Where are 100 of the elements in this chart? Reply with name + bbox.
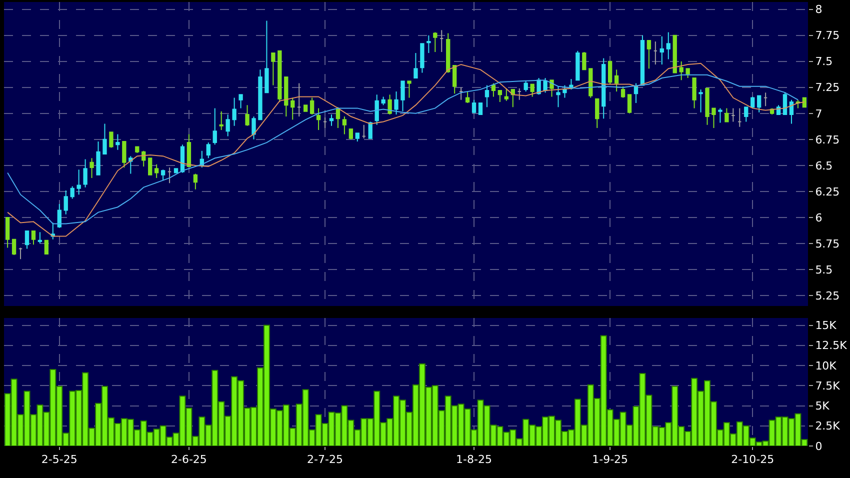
candlestick <box>264 20 269 94</box>
candlestick <box>458 86 464 100</box>
candlestick <box>128 156 133 174</box>
candlestick <box>660 36 664 65</box>
candlestick <box>76 169 81 196</box>
candlestick <box>614 69 619 92</box>
y-tick-label: 5.5 <box>815 263 833 276</box>
candlestick <box>576 50 580 81</box>
candlestick <box>5 217 10 248</box>
candlestick <box>400 80 405 112</box>
x-tick-label: 2-10-25 <box>731 453 774 466</box>
candlestick <box>705 88 710 126</box>
candlestick <box>31 230 36 246</box>
y-tick-label: 7.5K <box>815 379 841 392</box>
candlestick <box>550 80 554 98</box>
candlestick <box>556 86 560 108</box>
candlestick <box>167 167 172 184</box>
y-tick-label: 10K <box>815 359 838 372</box>
candlestick <box>252 116 256 140</box>
candlestick <box>219 110 224 131</box>
candlestick <box>245 104 250 126</box>
x-tick-label: 2-6-25 <box>171 453 207 466</box>
candlestick <box>582 51 586 70</box>
candlestick <box>160 169 166 181</box>
y-tick-label: 5.25 <box>815 289 840 302</box>
candlestick <box>698 88 703 113</box>
candlestick <box>142 150 146 167</box>
candlestick <box>148 158 152 176</box>
candlestick <box>620 86 626 98</box>
candlestick <box>627 94 632 114</box>
candlestick <box>24 230 30 250</box>
candlestick <box>731 108 736 122</box>
x-tick-label: 2-5-25 <box>41 453 78 466</box>
candlestick <box>206 142 210 159</box>
candlestick <box>407 80 412 98</box>
y-tick-label: 7.25 <box>815 81 840 94</box>
x-tick-label: 2-7-25 <box>307 453 343 466</box>
candlestick <box>446 32 450 74</box>
x-tick-label: 1-8-25 <box>456 453 492 466</box>
candlestick <box>12 238 16 256</box>
y-tick-label: 2.5K <box>815 420 841 433</box>
candlestick <box>510 88 515 108</box>
candlestick <box>433 32 438 52</box>
candlestick <box>116 134 120 150</box>
y-tick-label: 5.75 <box>815 237 840 250</box>
candlestick <box>316 108 321 131</box>
candlestick <box>329 114 334 126</box>
y-tick-label: 12.5K <box>815 339 848 352</box>
y-tick-label: 7.5 <box>815 55 833 68</box>
candlestick <box>414 52 418 78</box>
candlestick <box>420 43 424 74</box>
candlestick <box>686 68 690 78</box>
candlestick <box>258 69 262 120</box>
candlestick <box>348 128 354 140</box>
candlestick <box>763 92 768 107</box>
candlestick <box>362 124 366 139</box>
candlestick <box>238 94 243 109</box>
y-tick-label: 5K <box>815 400 830 413</box>
candlestick <box>491 82 496 98</box>
candlestick <box>724 108 729 122</box>
candlestick <box>517 88 522 100</box>
candlestick <box>478 102 483 115</box>
candlestick <box>472 99 476 114</box>
candlestick <box>154 164 159 178</box>
candlestick <box>336 106 340 128</box>
candlestick <box>57 203 62 228</box>
candlestick <box>374 94 379 126</box>
candlestick <box>634 82 638 104</box>
candlestick <box>465 91 470 104</box>
candlestick <box>102 123 107 154</box>
candlestick <box>186 134 192 167</box>
candlestick <box>679 60 684 81</box>
x-tick-label: 1-9-25 <box>592 453 628 466</box>
candlestick <box>602 58 606 120</box>
y-tick-label: 7.75 <box>815 29 840 42</box>
y-tick-label: 6 <box>815 211 822 224</box>
candlestick <box>90 158 94 178</box>
candlestick <box>666 32 670 60</box>
candlestick <box>692 78 696 109</box>
candlestick <box>381 96 386 106</box>
candlestick <box>109 132 114 148</box>
candlestick <box>278 50 282 102</box>
candlestick <box>226 114 230 137</box>
candlestick <box>322 117 328 128</box>
candlestick <box>789 99 794 124</box>
candlestick <box>744 106 748 122</box>
candlestick <box>310 97 314 115</box>
candlestick <box>646 40 652 70</box>
candlestick <box>640 34 645 86</box>
candlestick <box>440 30 444 52</box>
y-tick-label: 7 <box>815 107 822 120</box>
y-tick-label: 6.5 <box>815 159 833 172</box>
candlestick <box>782 92 788 115</box>
candlestick <box>712 108 716 128</box>
candlestick <box>297 82 302 118</box>
candlestick <box>212 108 217 146</box>
candlestick <box>388 94 392 115</box>
candlestick <box>757 95 762 113</box>
candlestick <box>38 232 42 244</box>
y-tick-label: 0 <box>815 440 822 453</box>
